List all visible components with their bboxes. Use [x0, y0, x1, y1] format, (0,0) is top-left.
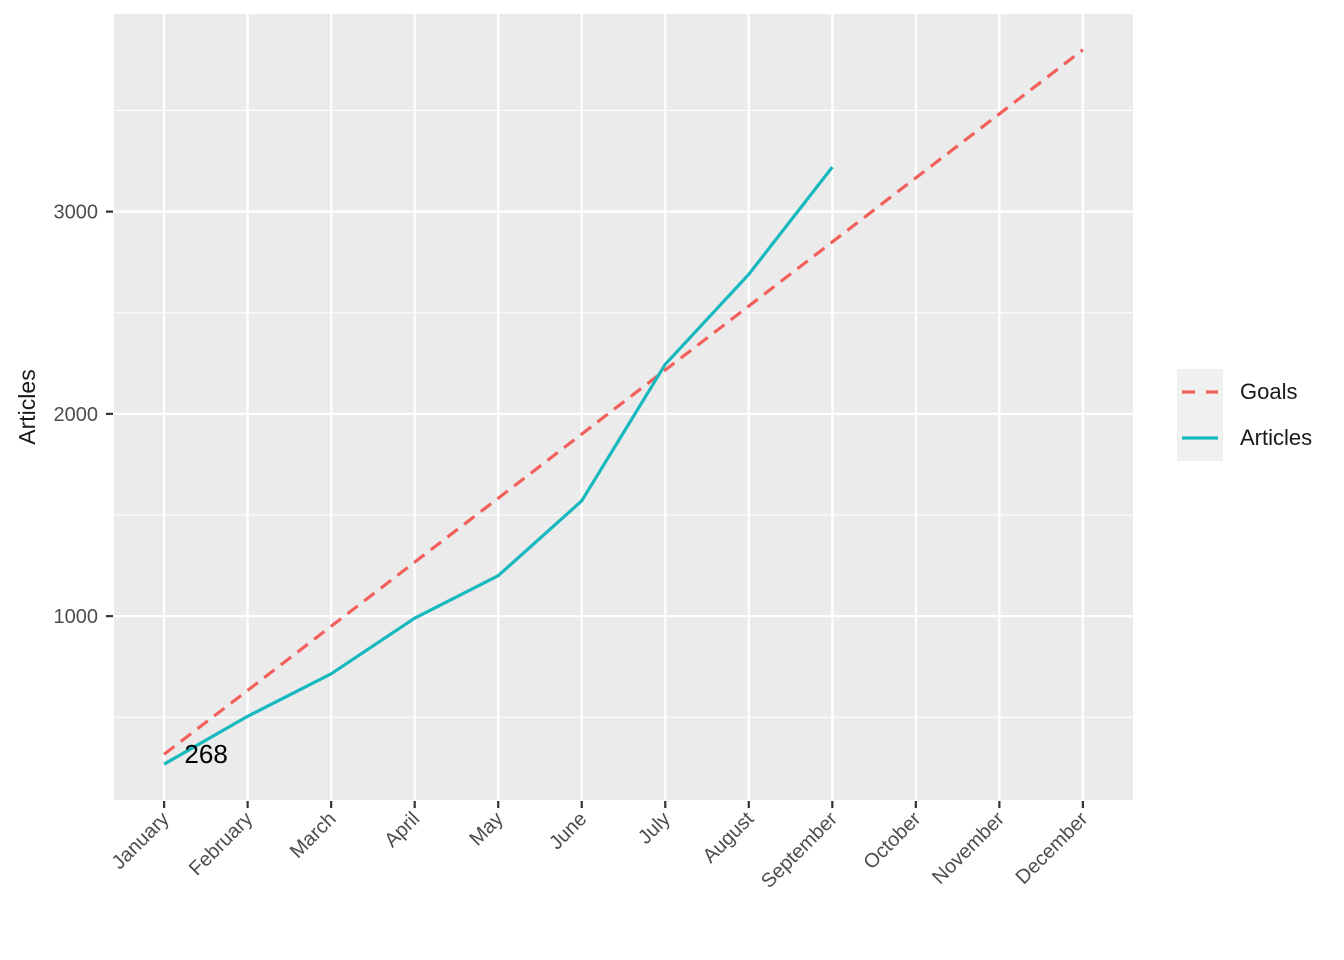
plot-panel	[114, 14, 1133, 800]
y-tick-label: 3000	[54, 202, 99, 224]
data-label-first-value: 268	[184, 739, 227, 769]
y-axis-title: Articles	[14, 369, 40, 445]
x-tick-label: March	[286, 808, 341, 863]
x-tick-label: October	[860, 808, 926, 874]
x-tick-label: December	[1012, 808, 1093, 889]
y-tick-label: 1000	[54, 606, 99, 628]
legend-key-goals-dashed-line-icon	[1177, 369, 1223, 415]
legend: Goals Articles	[1177, 369, 1312, 461]
x-tick-label: November	[928, 808, 1009, 889]
legend-key-articles-solid-line-icon	[1177, 415, 1223, 461]
series-line-articles	[163, 166, 834, 766]
x-tick-label: January	[108, 808, 174, 874]
legend-label-goals: Goals	[1240, 379, 1298, 404]
legend-item-articles: Articles	[1177, 415, 1312, 461]
x-tick-label: June	[545, 808, 591, 854]
y-tick-label: 2000	[54, 404, 99, 426]
x-tick-label: April	[380, 808, 424, 852]
legend-label-articles: Articles	[1240, 425, 1313, 450]
series-line-goals	[163, 48, 1084, 756]
legend-item-goals: Goals	[1177, 369, 1312, 415]
x-tick-label: May	[465, 808, 507, 850]
x-tick-label: February	[185, 808, 257, 880]
x-tick-label: August	[699, 808, 759, 868]
x-tick-label: July	[634, 808, 675, 849]
x-tick-label: September	[757, 808, 842, 893]
